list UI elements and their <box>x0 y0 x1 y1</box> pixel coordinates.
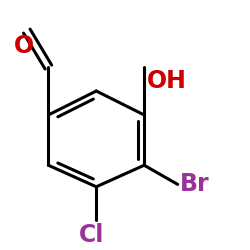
Text: Cl: Cl <box>79 223 104 247</box>
Text: Br: Br <box>180 172 210 197</box>
Text: O: O <box>14 34 34 58</box>
Text: OH: OH <box>146 70 186 94</box>
